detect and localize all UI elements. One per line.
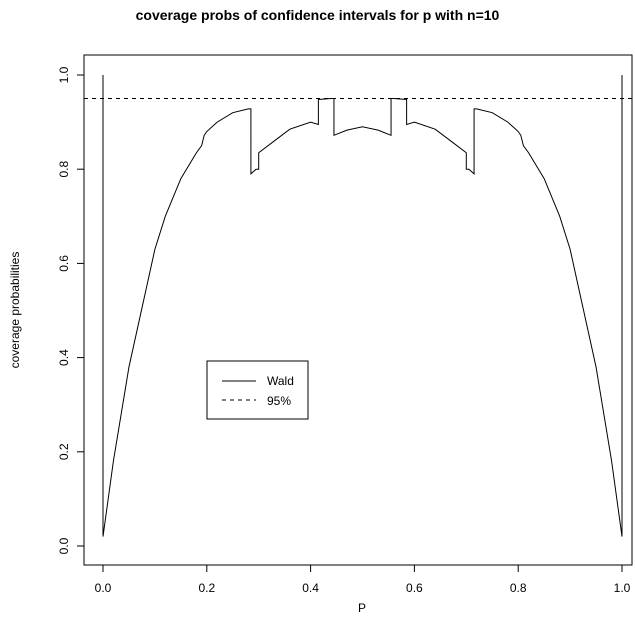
- x-tick-label: 0.8: [510, 581, 527, 595]
- y-tick-label: 1.0: [57, 66, 71, 83]
- y-tick-label: 0.4: [57, 349, 71, 366]
- chart-title: coverage probs of confidence intervals f…: [136, 7, 500, 23]
- series-layer: [84, 75, 632, 537]
- x-tick-label: 0.4: [302, 581, 319, 595]
- y-tick-label: 0.0: [57, 537, 71, 554]
- y-tick-label: 0.6: [57, 255, 71, 272]
- x-tick-label: 0.2: [198, 581, 215, 595]
- legend-label-wald: Wald: [267, 374, 294, 388]
- y-axis-label: coverage probabilities: [8, 252, 22, 369]
- y-tick-label: 0.2: [57, 443, 71, 460]
- x-tick-label: 1.0: [614, 581, 631, 595]
- x-tick-label: 0.0: [95, 581, 112, 595]
- y-axis: 0.0 0.2 0.4 0.6 0.8 1.0: [57, 66, 85, 554]
- x-axis: 0.0 0.2 0.4 0.6 0.8 1.0: [95, 564, 631, 595]
- x-axis-label: P: [358, 601, 366, 615]
- plot-frame: [83, 54, 633, 566]
- y-tick-label: 0.8: [57, 161, 71, 178]
- legend-box: [206, 360, 309, 420]
- legend-label-95: 95%: [267, 394, 291, 408]
- x-tick-label: 0.6: [406, 581, 423, 595]
- legend: Wald 95%: [206, 360, 309, 420]
- series-line-wald: [102, 75, 623, 537]
